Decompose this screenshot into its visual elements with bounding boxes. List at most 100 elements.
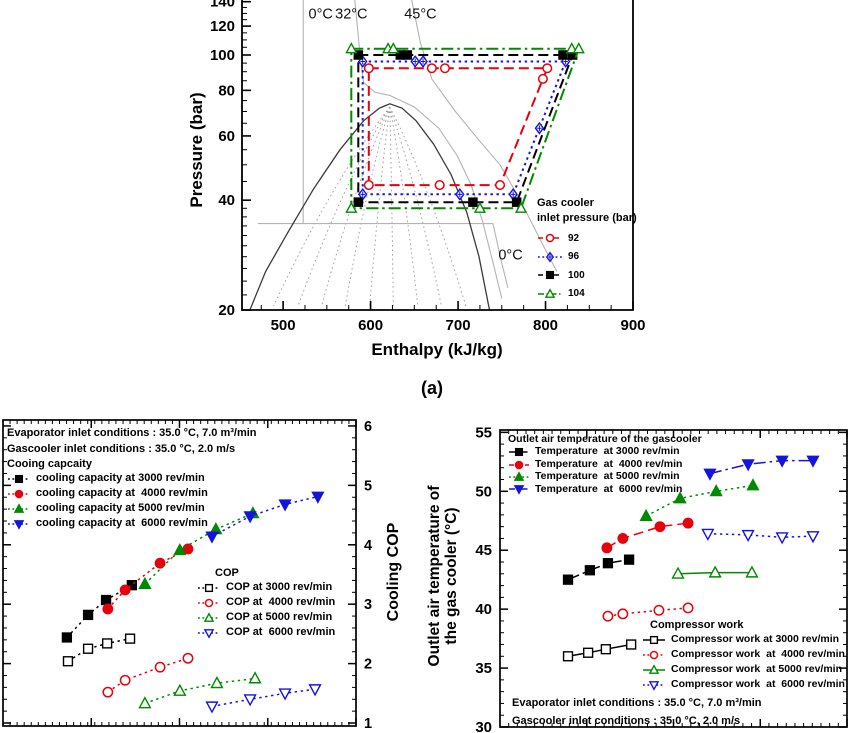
- ph-x-axis-label: Enthalpy (kJ/kg): [337, 340, 537, 360]
- svg-text:120: 120: [210, 18, 235, 35]
- outlet-temp-axis-label: Outlet air temperature of the gas cooler…: [426, 446, 460, 706]
- capacity-6000-icon: [8, 520, 30, 530]
- ph-isotherm-labels: 0°C 32°C 45°C0°C: [309, 6, 523, 263]
- svg-text:500: 500: [271, 317, 296, 334]
- temp-5000-label: Temperature at 5000 rev/min: [535, 470, 680, 483]
- work-3000-label: Compressor work at 3000 rev/min: [671, 632, 840, 645]
- temp-5000-icon: [509, 471, 529, 481]
- series-cooling-capacity-at-3000-rev-min: [61, 580, 137, 643]
- svg-text:600: 600: [358, 317, 383, 334]
- series-cop-at-4000-rev-min: [102, 652, 194, 698]
- svg-text:100: 100: [210, 47, 235, 64]
- cop-legend-entry-4000: COP at 4000 rev/min: [197, 595, 367, 610]
- ph-legend-subtitle: inlet pressure (bar): [537, 212, 637, 224]
- ph-cycle-104-bar: [345, 42, 585, 213]
- cooling-capacity-and-cop-series: [61, 491, 325, 714]
- work-legend-entry-6000: Compressor work at 6000 rev/min: [642, 678, 850, 693]
- work-6000-label: Compressor work at 6000 rev/min: [671, 678, 845, 691]
- series-temperature-at-6000-rev-min: [703, 455, 820, 481]
- svg-text:20: 20: [218, 302, 235, 319]
- ph-y-axis-label: Pressure (bar): [187, 0, 207, 300]
- svg-text:800: 800: [533, 317, 558, 334]
- work-5000-icon: [643, 664, 665, 674]
- temp-4000-label: Temperature at 4000 rev/min: [535, 457, 683, 470]
- ph-legend-entry-100: 100: [537, 266, 647, 285]
- ph-x-axis-label-text: Enthalpy (kJ/kg): [371, 340, 503, 359]
- svg-text:32°C: 32°C: [335, 6, 367, 22]
- capacity-5000-icon: [8, 503, 30, 513]
- series-compressor-work-at-5000-rev-min: [671, 565, 759, 579]
- cop-legend-entry-3000: COP at 3000 rev/min: [197, 580, 367, 595]
- capacity-legend-entry-5000: cooling capacity at 5000 rev/min: [7, 501, 337, 516]
- temperature-legend-entry-4000: Temperature at 4000 rev/min: [508, 458, 748, 470]
- cooling-cop-axis-label: Cooling COP: [385, 462, 403, 682]
- series-cooling-capacity-at-4000-rev-min: [102, 543, 194, 615]
- ph-background-curves: [249, 0, 558, 311]
- capacity-legend-entry-3000: cooling capacity at 3000 rev/min: [7, 471, 337, 486]
- svg-text:5: 5: [364, 478, 372, 494]
- compressor-work-legend: Compressor work Compressor work at 3000 …: [642, 618, 850, 693]
- svg-text:80: 80: [218, 82, 235, 99]
- cop-5000-label: COP at 5000 rev/min: [226, 610, 333, 623]
- cop-5000-icon: [198, 611, 220, 622]
- svg-text:0°C: 0°C: [498, 248, 522, 264]
- gascooler-conditions-left: Gascooler inlet conditions : 35.0 °C, 2.…: [7, 443, 236, 455]
- work-5000-label: Compressor work at 5000 rev/min: [671, 663, 842, 676]
- capacity-cop-chart-svg: 1 2 3 4 5 6: [2, 419, 372, 732]
- svg-text:40: 40: [218, 192, 235, 209]
- svg-text:35: 35: [475, 660, 492, 677]
- evaporator-conditions-right: Evaporator inlet conditions : 35.0 °C, 7…: [512, 697, 762, 709]
- svg-text:0°C: 0°C: [309, 6, 333, 22]
- series-temperature-at-3000-rev-min: [562, 554, 635, 585]
- cop-6000-icon: [198, 628, 220, 639]
- capacity-5000-label: cooling capacity at 5000 rev/min: [36, 502, 205, 515]
- temp-3000-label: Temperature at 3000 rev/min: [535, 445, 680, 458]
- series-cop-at-6000-rev-min: [205, 684, 322, 714]
- right-chart-conditions: Evaporator inlet conditions : 35.0 °C, 7…: [512, 694, 842, 730]
- svg-text:60: 60: [218, 128, 235, 145]
- svg-text:30: 30: [475, 719, 492, 733]
- svg-text:55: 55: [475, 424, 492, 441]
- outlet-temp-axis-label-line2: the gas cooler (°C): [443, 507, 460, 645]
- ph-legend: Gas cooler inlet pressure (bar) 92 96 10…: [537, 196, 647, 303]
- svg-text:50: 50: [475, 483, 492, 500]
- ph-legend-entry-92-label: 92: [568, 232, 580, 244]
- work-legend-entry-5000: Compressor work at 5000 rev/min: [642, 662, 850, 677]
- temp-4000-icon: [509, 460, 529, 469]
- outlet-temp-chart-svg: 30 35 40 45 50 55: [475, 424, 848, 733]
- ph-axes: 20 40 60 80 100 120 140 500 600 700 800 900: [210, 0, 646, 334]
- temp-6000-label: Temperature at 6000 rev/min: [535, 482, 683, 495]
- temperature-legend: Outlet air temperature of the gascooler …: [508, 433, 748, 496]
- series-compressor-work-at-6000-rev-min: [701, 528, 820, 545]
- temp-6000-icon: [509, 485, 529, 496]
- svg-text:900: 900: [620, 317, 645, 334]
- series-cop-at-5000-rev-min: [138, 671, 262, 709]
- ph-y-axis-label-text: Pressure (bar): [187, 92, 206, 208]
- svg-text:40: 40: [475, 601, 492, 618]
- ph-legend-title: Gas cooler: [537, 197, 594, 209]
- gascooler-outlet-temperature-series: [562, 455, 820, 662]
- ph-cycle-100-bar: [353, 50, 578, 207]
- cop-4000-icon: [198, 598, 220, 607]
- svg-text:45: 45: [475, 542, 492, 559]
- svg-text:6: 6: [364, 419, 372, 435]
- legend-marker-96-icon: [538, 251, 562, 263]
- gascooler-conditions-right: Gascooler inlet conditions : 35.0 °C, 2.…: [512, 715, 741, 727]
- series-compressor-work-at-4000-rev-min: [602, 602, 694, 622]
- outlet-temp-axis-label-line1: Outlet air temperature of: [426, 485, 443, 667]
- capacity-3000-label: cooling capacity at 3000 rev/min: [36, 471, 205, 484]
- legend-marker-104-icon: [538, 287, 562, 298]
- work-6000-icon: [643, 681, 665, 691]
- gascooler-outlet-temperature-axes: 30 35 40 45 50 55: [475, 424, 848, 733]
- svg-text:3: 3: [364, 597, 372, 613]
- series-cop-at-3000-rev-min: [62, 633, 136, 667]
- ph-cycle-92-bar: [363, 63, 553, 191]
- cop-legend-entry-5000: COP at 5000 rev/min: [197, 610, 367, 625]
- temperature-legend-entry-5000: Temperature at 5000 rev/min: [508, 470, 748, 483]
- legend-marker-100-icon: [538, 271, 562, 280]
- cooling-capacity-and-cop-axes: 1 2 3 4 5 6: [2, 419, 372, 732]
- figure-caption: (a): [421, 378, 443, 398]
- cooling-cop-axis-label-text: Cooling COP: [385, 522, 402, 622]
- svg-text:45°C: 45°C: [404, 6, 436, 22]
- series-temperature-at-5000-rev-min: [639, 478, 760, 522]
